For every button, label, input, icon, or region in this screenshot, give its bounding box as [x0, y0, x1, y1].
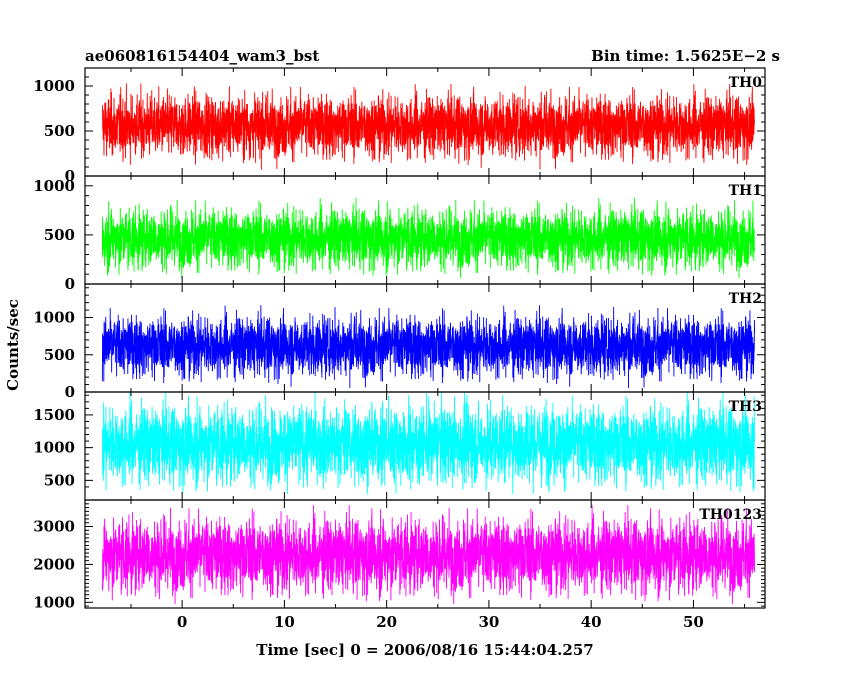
y-tick-label: 1000 — [33, 77, 75, 95]
y-tick-label: 1500 — [33, 406, 75, 424]
y-tick-label: 500 — [44, 471, 75, 489]
y-tick-label: 0 — [65, 383, 75, 401]
x-tick-label: 50 — [683, 613, 704, 631]
y-tick-label: 500 — [44, 346, 75, 364]
x-tick-label: 0 — [177, 613, 187, 631]
y-tick-label: 1000 — [33, 439, 75, 457]
series-th0123-line — [101, 505, 756, 605]
y-tick-label: 1000 — [33, 177, 75, 195]
y-tick-label: 2000 — [33, 555, 75, 573]
x-tick-label: 30 — [478, 613, 499, 631]
chart-title-right: Bin time: 1.5625E−2 s — [591, 47, 780, 65]
panel-frame-th0123 — [84, 499, 766, 609]
panel-label-th1: TH1 — [729, 183, 762, 199]
x-axis-label: Time [sec] 0 = 2006/08/16 15:44:04.257 — [256, 641, 593, 659]
x-tick-labels: 0 10 20 30 40 50 — [177, 613, 704, 631]
panel-label-th2: TH2 — [729, 291, 762, 307]
series-th3-line — [101, 392, 756, 495]
chart-title-left: ae060816154404_wam3_bst — [85, 47, 319, 65]
series-th1-line — [101, 197, 756, 278]
panel-label-th0123: TH0123 — [699, 507, 762, 523]
y-tick-label: 1000 — [33, 309, 75, 327]
y-tick-label: 1000 — [33, 593, 75, 611]
series-th2-line — [101, 305, 756, 389]
y-tick-label: 0 — [65, 275, 75, 293]
y-axis-label: Counts/sec — [4, 299, 22, 391]
panel-label-th3: TH3 — [729, 399, 762, 415]
panels-group: 0 500 1000 TH0 0 500 1000 TH1 0 500 1000 TH2 500 1000… — [33, 67, 766, 611]
y-tick-label: 500 — [44, 226, 75, 244]
series-th0-line — [101, 83, 756, 170]
x-tick-label: 20 — [376, 613, 397, 631]
x-tick-label: 10 — [274, 613, 295, 631]
panel-label-th0: TH0 — [729, 75, 763, 91]
x-tick-label: 40 — [581, 613, 602, 631]
y-tick-label: 0 — [65, 167, 75, 185]
y-tick-label: 500 — [44, 122, 75, 140]
y-tick-label: 3000 — [33, 518, 75, 536]
